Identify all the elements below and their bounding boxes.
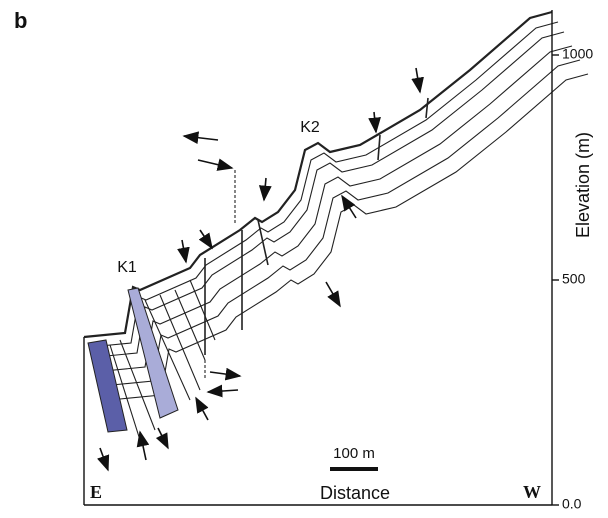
frame <box>83 337 552 506</box>
k2-label: K2 <box>300 119 320 136</box>
panel-label: b <box>14 8 27 33</box>
tick-label: 1000 <box>562 46 593 62</box>
arrows <box>97 67 424 472</box>
tick-label: 500 <box>562 271 586 287</box>
k1-label: K1 <box>117 259 137 276</box>
east-label: E <box>90 482 102 502</box>
west-label: W <box>523 482 541 502</box>
tick-label: 0.0 <box>562 496 582 512</box>
axis-title: Elevation (m) <box>573 132 593 238</box>
strata <box>82 10 589 441</box>
scale-bar-label: 100 m <box>333 445 375 462</box>
k1-block-dark <box>87 339 128 433</box>
k1-block-light <box>127 287 179 419</box>
distance-label: Distance <box>320 483 390 503</box>
